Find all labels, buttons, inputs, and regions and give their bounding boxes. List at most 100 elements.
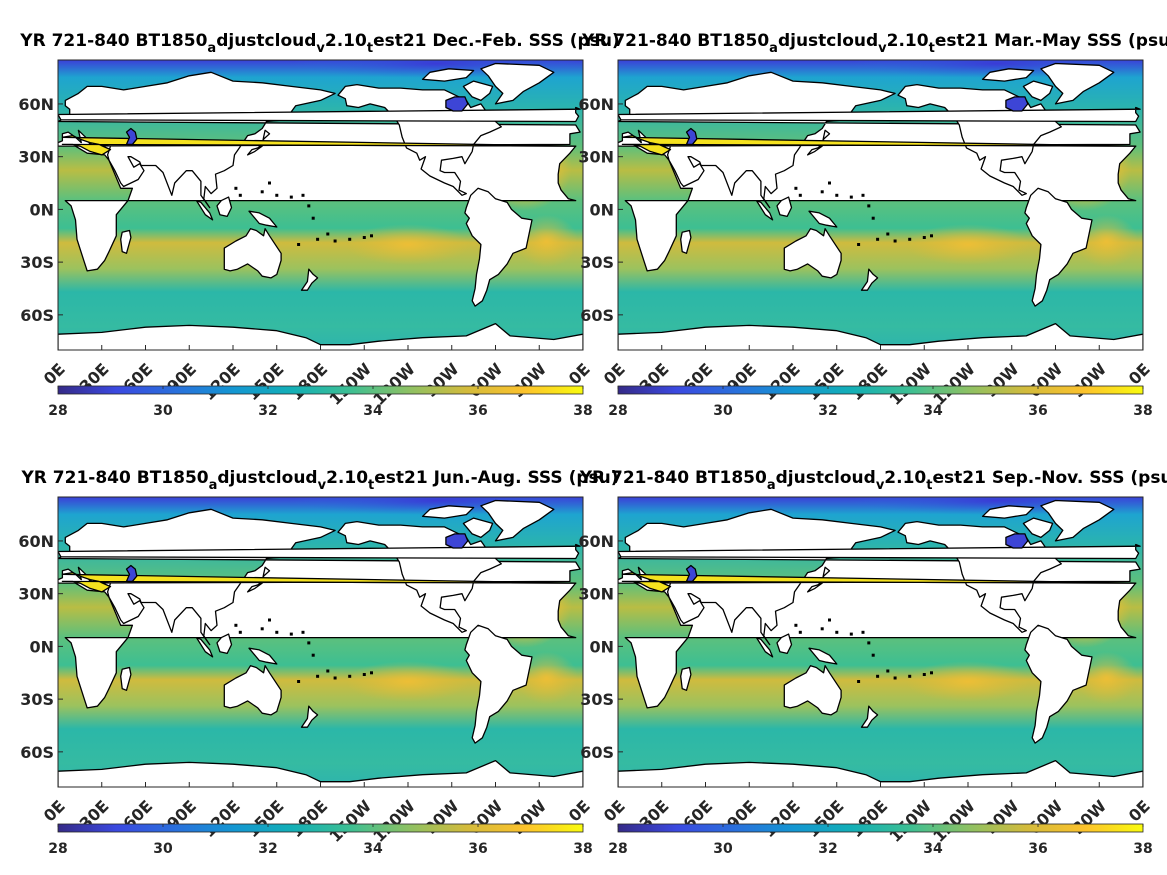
landmass-japan [806, 129, 831, 156]
colorbar-tick-label: 36 [1028, 403, 1047, 419]
colorbar-ramp [57, 385, 584, 395]
y-tick-label: 0N [29, 200, 54, 219]
title-part-post: est21 Mar.-May SSS (psu) [935, 31, 1167, 51]
landmass-borneo [776, 196, 793, 218]
colorbar-tick-label: 34 [363, 403, 383, 419]
island [333, 239, 337, 243]
island [275, 193, 279, 197]
colorbar-tick-label: 28 [48, 841, 67, 857]
colorbar: 28 30 32 34 36 38 [608, 823, 1153, 857]
x-tick-label: 0E [565, 796, 594, 825]
title-part-pre: YR 721-840 BT1850 [579, 468, 767, 488]
colorbar-tick-label: 38 [1133, 403, 1152, 419]
island [297, 243, 301, 246]
x-tick-label: 30W [1068, 359, 1110, 401]
y-tick-label: 30N [578, 148, 614, 167]
island [908, 674, 912, 678]
landmass-antarctica [618, 759, 1143, 787]
x-tick-label: 120E [199, 359, 244, 404]
title-part-mid: djustcloud [778, 31, 878, 51]
landmass-nz [860, 705, 879, 728]
landmass-newguinea [808, 647, 838, 665]
island [922, 673, 926, 676]
map-panel: YR 721-840 BT1850adjustcloudv2.10test21 … [578, 468, 1167, 857]
island [876, 237, 880, 241]
x-tick-label: 150W [326, 359, 376, 409]
landmass-mediterranean [61, 134, 577, 156]
island [835, 630, 839, 634]
landmass-samerica [1024, 187, 1093, 307]
panel-title: YR 721-840 BT1850adjustcloudv2.10test21 … [19, 31, 619, 56]
colorbar: 28 30 32 34 36 38 [48, 823, 593, 857]
colorbar-tick-label: 30 [153, 403, 173, 419]
map-panel: YR 721-840 BT1850adjustcloudv2.10test21 … [18, 31, 619, 419]
x-tick-label: 120E [199, 796, 244, 841]
landmass-japan [246, 129, 271, 156]
landmass-madagascar [680, 229, 692, 254]
colorbar-tick-label: 36 [468, 841, 487, 857]
landmass-madagascar [120, 666, 132, 691]
island [908, 237, 912, 241]
colorbar-tick-label: 32 [818, 841, 837, 857]
island [348, 237, 352, 241]
landmass-sumatra [755, 199, 774, 221]
y-tick-label: 60S [580, 306, 614, 325]
island [794, 623, 798, 627]
title-part-mid: djustcloud [216, 31, 316, 51]
x-tick-label: 120W [929, 796, 979, 846]
map-panel: YR 721-840 BT1850adjustcloudv2.10test21 … [18, 468, 618, 857]
landmass-samerica [1024, 624, 1093, 744]
colorbar: 28 30 32 34 36 38 [608, 385, 1153, 419]
title-part-mid2: 2.10 [887, 31, 929, 51]
island [326, 232, 330, 236]
island [930, 234, 933, 238]
landmass-nz [300, 705, 319, 728]
y-tick-label: 0N [589, 200, 614, 219]
colorbar-tick-label: 32 [818, 403, 837, 419]
x-tick-label: 0E [1125, 359, 1154, 388]
landmass-nz [860, 268, 879, 291]
x-tick-label: 120E [759, 796, 804, 841]
landmass-borneo [216, 196, 233, 218]
colorbar-tick-label: 32 [258, 403, 277, 419]
island [893, 239, 897, 243]
south-pacific-high-salinity [905, 224, 1031, 265]
landmass-arcticIsl [421, 505, 475, 519]
title-part-sub2: v [878, 41, 887, 56]
landmass-uk [58, 106, 581, 123]
panel-title: YR 721-840 BT1850adjustcloudv2.10test21 … [20, 468, 618, 493]
y-tick-label: 0N [589, 637, 614, 656]
title-part-sub1: a [767, 478, 776, 493]
colorbar-ramp [57, 823, 584, 833]
title-part-sub3: t [926, 478, 932, 493]
title-part-sub3: t [367, 41, 373, 56]
island [886, 669, 890, 673]
x-tick-label: 180E [287, 359, 332, 404]
y-tick-label: 30N [18, 148, 54, 167]
island [326, 669, 330, 673]
x-tick-label: 120E [759, 359, 804, 404]
colorbar-tick-label: 28 [48, 403, 67, 419]
panel-title: YR 721-840 BT1850adjustcloudv2.10test21 … [579, 468, 1167, 493]
island [289, 195, 293, 199]
island [275, 630, 279, 634]
x-tick-label: 120W [369, 359, 419, 409]
landmass-hudson [1005, 96, 1029, 112]
landmass-arcticIsl [981, 505, 1035, 519]
landmass-madagascar [680, 666, 692, 691]
landmass-antarctica [58, 322, 583, 350]
island [311, 216, 315, 220]
landmass-uk [618, 106, 1141, 123]
title-part-mid2: 2.10 [884, 468, 926, 488]
colorbar-tick-label: 30 [153, 841, 173, 857]
landmass-baffin [1022, 80, 1054, 102]
x-tick-label: 180E [847, 796, 892, 841]
title-part-sub2: v [318, 478, 327, 493]
landmass-mediterranean [621, 571, 1137, 593]
island [828, 618, 831, 622]
landmass-nz [300, 268, 319, 291]
title-part-pre: YR 721-840 BT1850 [19, 31, 207, 51]
landmass-newguinea [248, 210, 278, 228]
x-tick-label: 0E [40, 796, 69, 825]
